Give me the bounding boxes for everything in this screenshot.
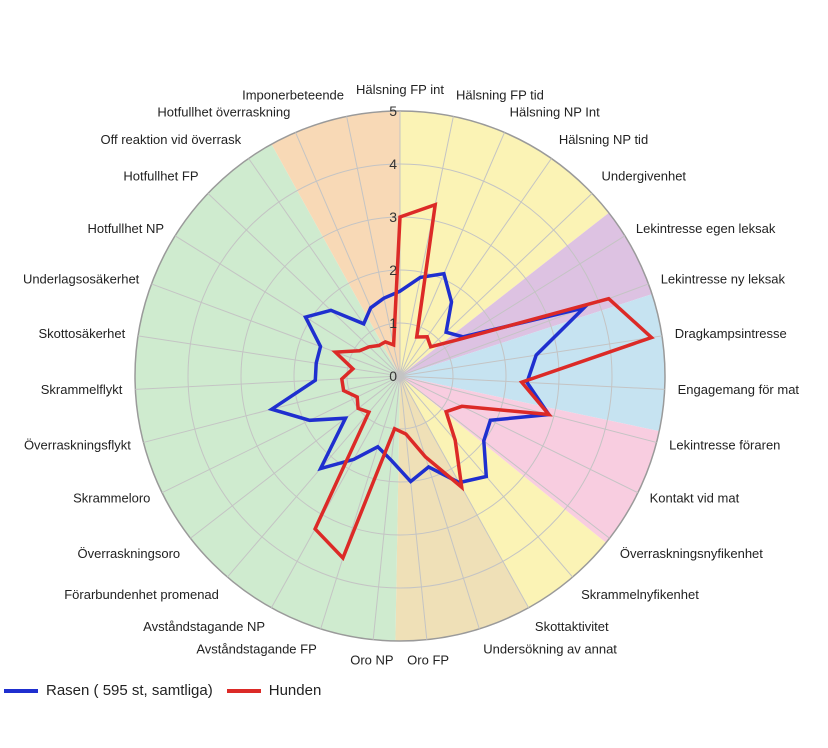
tick-label: 5 <box>389 103 397 119</box>
grid-spoke <box>227 375 401 578</box>
tick-label: 1 <box>389 315 397 331</box>
category-label: Hälsning FP int <box>356 82 444 97</box>
tick-label: 3 <box>389 209 397 225</box>
legend-label-hunden: Hunden <box>268 682 322 699</box>
series-line <box>313 202 655 562</box>
grid-spoke <box>372 375 401 640</box>
category-label: Skrammelflykt <box>41 382 123 397</box>
category-label: Skottosäkerhet <box>38 326 125 341</box>
grid-spoke <box>399 116 454 377</box>
category-label: Hotfullhet överraskning <box>157 105 290 120</box>
category-sector <box>395 376 529 641</box>
grid-spoke <box>137 335 401 377</box>
grid-spoke <box>248 158 401 377</box>
grid-spoke <box>174 235 401 377</box>
category-label: Undergivenhet <box>601 168 686 183</box>
grid-spoke <box>295 132 401 377</box>
category-label: Hotfullhet FP <box>123 168 198 183</box>
category-label: Kontakt vid mat <box>650 490 740 505</box>
legend: Rasen ( 595 st, samtliga) Hunden <box>4 682 321 699</box>
tick-label: 2 <box>389 262 397 278</box>
category-label: Lekintresse föraren <box>669 438 780 453</box>
grid-spoke <box>151 283 401 377</box>
grid-spoke <box>399 375 480 629</box>
category-sector <box>134 144 401 641</box>
grid-spoke <box>399 235 626 377</box>
category-label: Hälsning NP Int <box>510 105 600 120</box>
category-label: Avståndstagande FP <box>196 641 316 656</box>
category-label: Imponerbeteende <box>242 88 344 103</box>
category-label: Förarbundenhet promenad <box>64 587 219 602</box>
legend-item-hunden[interactable]: Hunden <box>226 682 322 699</box>
legend-label-rasen: Rasen ( 595 st, samtliga) <box>46 682 213 699</box>
series-layer <box>267 202 655 562</box>
category-label: Off reaktion vid överrask <box>101 132 242 147</box>
category-sector <box>271 111 400 376</box>
category-label: Engagemang för mat <box>678 382 800 397</box>
radial-tick-labels: 0 1 2 3 4 5 <box>389 103 397 384</box>
grid-spoke <box>161 375 401 494</box>
category-label: Avståndstagande NP <box>143 619 265 634</box>
category-sector <box>400 376 660 543</box>
category-label: Undersökning av annat <box>483 641 617 656</box>
grid-spoke <box>135 375 401 390</box>
category-label: Hotfullhet NP <box>87 221 164 236</box>
category-label: Skottaktivitet <box>535 619 609 634</box>
category-sector <box>400 111 609 376</box>
grid-spoke <box>320 375 401 629</box>
grid-spoke <box>399 335 663 377</box>
legend-swatch-rasen <box>4 688 38 693</box>
category-label: Oro NP <box>350 653 393 668</box>
category-label: Oro FP <box>407 653 449 668</box>
category-label: Överraskningsnyfikenhet <box>620 546 763 561</box>
grid-spoke <box>270 375 401 608</box>
category-label: Överraskningsoro <box>78 546 181 561</box>
legend-item-rasen[interactable]: Rasen ( 595 st, samtliga) <box>4 682 213 699</box>
grid-spoke <box>399 375 530 608</box>
grid-spoke <box>399 375 428 640</box>
category-labels: Hälsning FP int Hälsning FP tid Hälsning N… <box>23 82 799 668</box>
category-label: Skrammelnyfikenhet <box>581 587 699 602</box>
grid-spoke <box>190 375 401 539</box>
grid-spoke <box>399 375 639 494</box>
grid-spoke <box>399 158 552 377</box>
category-label: Dragkampsintresse <box>675 326 787 341</box>
grid-spoke <box>399 375 665 390</box>
category-label: Lekintresse egen leksak <box>636 221 776 236</box>
category-label: Hälsning FP tid <box>456 88 544 103</box>
legend-swatch-hunden <box>226 688 261 693</box>
tick-label: 4 <box>389 156 397 172</box>
grid-spoke <box>399 375 657 443</box>
grid-spoke <box>399 375 610 539</box>
category-label: Hälsning NP tid <box>559 132 648 147</box>
category-label: Underlagsosäkerhet <box>23 271 140 286</box>
category-label: Lekintresse ny leksak <box>661 271 786 286</box>
grid-spoke <box>346 116 401 377</box>
category-label: Skrammeloro <box>73 490 150 505</box>
category-label: Överraskningsflykt <box>24 438 131 453</box>
tick-label: 0 <box>389 368 397 384</box>
